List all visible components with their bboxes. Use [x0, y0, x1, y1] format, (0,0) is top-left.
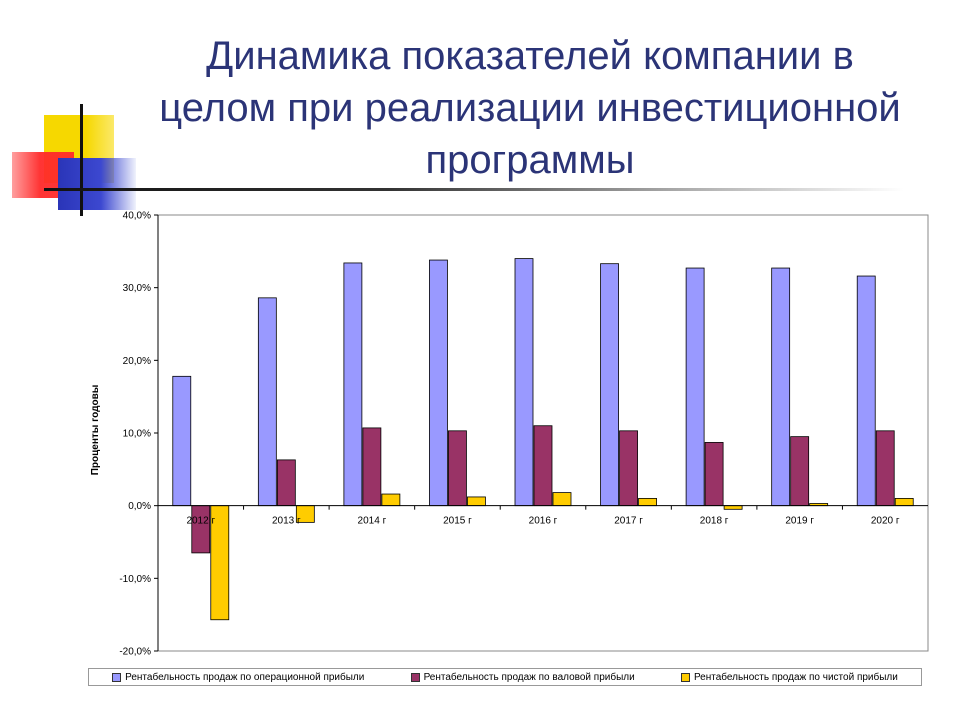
y-tick-label: 0,0%: [128, 501, 151, 512]
decor-blue-square: [58, 158, 136, 210]
title-line-1: Динамика показателей компании в: [206, 34, 854, 78]
slide-title: Динамика показателей компании в целом пр…: [120, 30, 940, 186]
x-tick-label: 2013 г: [272, 516, 301, 527]
bar-s0-6: [685, 267, 705, 507]
legend-swatch-net: [680, 672, 690, 682]
y-tick-label: -20,0%: [119, 647, 151, 658]
legend-item-gross: Рентабельность продаж по валовой прибыли: [410, 671, 635, 683]
bar-s0-4: [514, 258, 534, 507]
y-tick-label: 40,0%: [123, 211, 151, 222]
legend-item-net: Рентабельность продаж по чистой прибыли: [680, 671, 898, 683]
legend-label-net: Рентабельность продаж по чистой прибыли: [693, 671, 898, 683]
bar-s0-8: [856, 275, 876, 507]
title-line-2: целом при реализации инвестиционной: [159, 86, 901, 130]
bar-s1-1: [276, 459, 296, 507]
x-tick-label: 2017 г: [614, 516, 643, 527]
y-axis-title: Проценты годовы: [90, 385, 101, 476]
bar-s2-6: [723, 505, 743, 510]
bar-s0-2: [343, 262, 363, 507]
bar-s1-5: [619, 430, 638, 507]
bar-s1-8: [875, 430, 895, 507]
bar-s1-3: [448, 430, 467, 507]
x-tick-label: 2020 г: [871, 516, 900, 527]
bar-s1-0: [191, 505, 211, 554]
bar-s1-6: [704, 442, 724, 507]
title-line-3: программы: [425, 138, 635, 182]
y-tick-label: -10,0%: [119, 574, 151, 585]
legend-swatch-operating: [112, 672, 122, 682]
x-tick-label: 2019 г: [785, 516, 814, 527]
x-tick-label: 2012 г: [186, 516, 215, 527]
bar-s0-5: [600, 263, 619, 507]
decor-vertical-line: [80, 104, 83, 216]
bar-s0-1: [257, 297, 277, 507]
bar-s0-0: [172, 375, 192, 507]
decor-horizontal-line: [44, 188, 904, 191]
legend-item-operating: Рентабельность продаж по операционной пр…: [112, 672, 364, 683]
bar-s0-3: [429, 259, 448, 507]
bar-s2-5: [638, 497, 657, 507]
chart-legend: Рентабельность продаж по операционной пр…: [88, 668, 922, 686]
legend-swatch-gross: [410, 672, 420, 682]
x-tick-label: 2016 г: [529, 516, 558, 527]
x-tick-label: 2014 г: [358, 516, 387, 527]
x-tick-label: 2015 г: [443, 516, 472, 527]
y-tick-label: 20,0%: [123, 356, 151, 367]
bar-s2-4: [552, 492, 572, 507]
bar-s1-2: [362, 427, 382, 507]
x-tick-label: 2018 г: [700, 516, 729, 527]
bar-s2-8: [894, 497, 914, 507]
bar-s1-4: [533, 425, 553, 507]
bar-s2-3: [467, 496, 486, 507]
bar-s1-7: [790, 436, 810, 507]
legend-label-gross: Рентабельность продаж по валовой прибыли: [423, 671, 635, 683]
y-tick-label: 10,0%: [123, 429, 151, 440]
legend-label-operating: Рентабельность продаж по операционной пр…: [125, 671, 365, 683]
y-tick-label: 30,0%: [123, 283, 151, 294]
bar-s2-2: [381, 493, 401, 507]
bar-s0-7: [771, 267, 791, 507]
